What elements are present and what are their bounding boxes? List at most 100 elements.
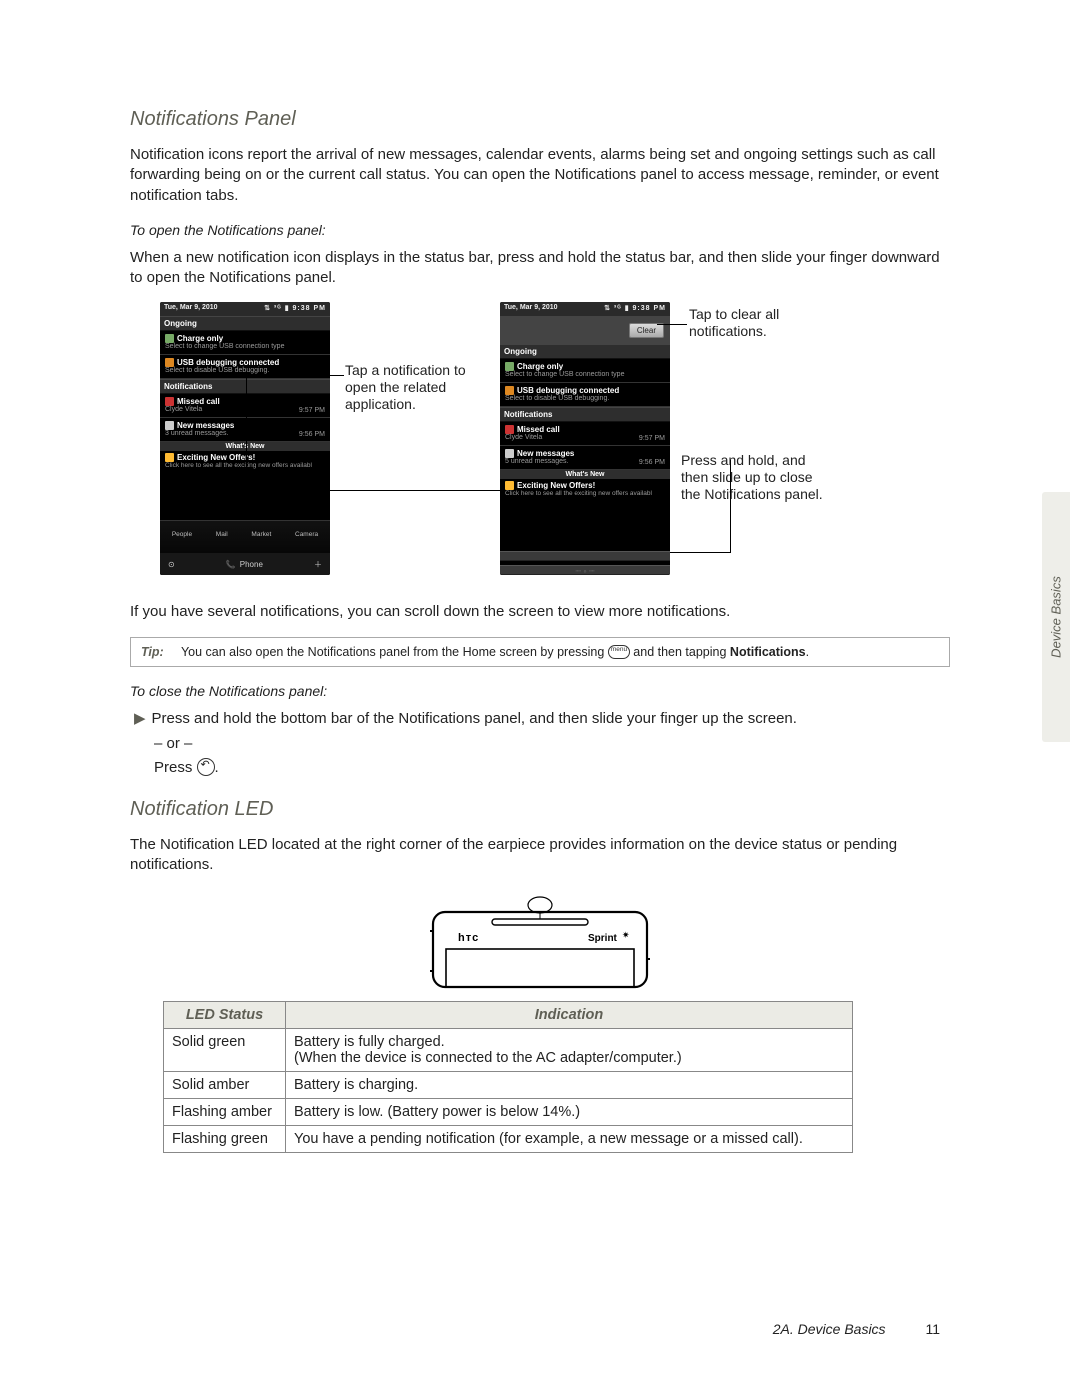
sprint-logo: Sprint — [588, 933, 618, 944]
td-indication: You have a pending notification (for exa… — [286, 1126, 853, 1153]
htc-logo: hтc — [458, 932, 479, 944]
tip-notifications-word: Notifications — [730, 645, 806, 659]
dock-phone[interactable]: 📞 Phone — [226, 560, 263, 569]
bullet-arrow-icon: ▶ — [134, 710, 146, 727]
footer-chapter: 2A. Device Basics — [773, 1321, 886, 1337]
tip-box: Tip: You can also open the Notifications… — [130, 637, 950, 667]
tip-label: Tip: — [141, 645, 164, 659]
notification-led-heading: Notification LED — [130, 798, 950, 821]
close-line-text: Press and hold the bottom bar of the Not… — [152, 710, 797, 727]
callout-clear-all: Tap to clear all notifications. — [689, 306, 839, 340]
notifications-header-r: Notifications — [500, 407, 670, 422]
notif-offers[interactable]: Exciting New Offers! Click here to see a… — [160, 451, 330, 474]
page-footer: 2A. Device Basics 11 — [0, 1321, 1080, 1337]
status-time-r: ⇅ ³ᴳ ▮ 9:38 PM — [604, 304, 666, 314]
leader-1a — [246, 375, 344, 376]
missed-call-icon-r — [505, 425, 514, 434]
dock-camera[interactable]: Camera — [295, 531, 318, 538]
notifications-header: Notifications — [160, 379, 330, 394]
ongoing-header: Ongoing — [160, 316, 330, 331]
notif-offers-r[interactable]: Exciting New Offers! Click here to see a… — [500, 479, 670, 502]
footer-page-number: 11 — [925, 1321, 940, 1337]
notif-missed-call[interactable]: Missed call Clyde Vitela 9:57 PM — [160, 394, 330, 418]
status-bar: Tue, Mar 9, 2010 ⇅ ³ᴳ ▮ 9:38 PM — [160, 302, 330, 316]
td-indication: Battery is charging. — [286, 1072, 853, 1099]
press-back-line: Press . — [130, 758, 950, 776]
open-instruction: When a new notification icon displays in… — [130, 248, 950, 289]
usb-icon-r — [505, 362, 514, 371]
phone-right: Tue, Mar 9, 2010 ⇅ ³ᴳ ▮ 9:38 PM Clear On… — [500, 302, 670, 575]
warning-icon — [165, 358, 174, 367]
screenshot-diagram: Tue, Mar 9, 2010 ⇅ ³ᴳ ▮ 9:38 PM Ongoing … — [130, 302, 950, 592]
drag-bar[interactable] — [500, 551, 670, 561]
td-status: Solid green — [164, 1029, 286, 1072]
whats-new-header-r: What's New — [500, 470, 670, 479]
offers-icon-r — [505, 481, 514, 490]
menu-button-icon — [608, 645, 630, 659]
message-icon-r — [505, 449, 514, 458]
ongoing-header-r: Ongoing — [500, 344, 670, 359]
leader-1b — [246, 375, 247, 490]
open-subheading: To open the Notifications panel: — [130, 222, 950, 238]
device-top-diagram: hтc Sprint ✷ — [430, 889, 650, 989]
callout-slide-up: Press and hold, and then slide up to clo… — [681, 452, 831, 502]
notifications-panel-heading: Notifications Panel — [130, 108, 950, 131]
th-indication: Indication — [286, 1002, 853, 1029]
svg-text:✷: ✷ — [622, 930, 630, 940]
dock-mail[interactable]: Mail — [216, 531, 228, 538]
notif-new-messages[interactable]: New messages 3 unread messages. 9:56 PM — [160, 418, 330, 442]
td-indication: Battery is fully charged. (When the devi… — [286, 1029, 853, 1072]
usb-icon — [165, 334, 174, 343]
notif-usb-debug-r[interactable]: USB debugging connected Select to disabl… — [500, 383, 670, 407]
status-bar-r: Tue, Mar 9, 2010 ⇅ ³ᴳ ▮ 9:38 PM — [500, 302, 670, 316]
home-dock: People Mail Market Camera ⊙ 📞 Phone ＋ — [160, 520, 330, 575]
missed-call-icon — [165, 397, 174, 406]
phone-left: Tue, Mar 9, 2010 ⇅ ³ᴳ ▮ 9:38 PM Ongoing … — [160, 302, 330, 575]
warning-icon-r — [505, 386, 514, 395]
dock-market[interactable]: Market — [251, 531, 271, 538]
tip-text-b: and then tapping — [633, 645, 730, 659]
td-indication: Battery is low. (Battery power is below … — [286, 1099, 853, 1126]
dock-right-icon[interactable]: ＋ — [314, 559, 322, 570]
offers-icon — [165, 453, 174, 462]
message-icon — [165, 421, 174, 430]
side-tab-label: Device Basics — [1049, 576, 1064, 658]
th-led-status: LED Status — [164, 1002, 286, 1029]
tip-text-a: You can also open the Notifications pane… — [181, 645, 608, 659]
notif-charge[interactable]: Charge only Select to change USB connect… — [160, 331, 330, 355]
table-row: Solid greenBattery is fully charged. (Wh… — [164, 1029, 853, 1072]
led-intro: The Notification LED located at the righ… — [130, 835, 950, 876]
dock-people[interactable]: People — [172, 531, 192, 538]
close-instruction: ▶ Press and hold the bottom bar of the No… — [130, 709, 950, 729]
td-status: Flashing amber — [164, 1099, 286, 1126]
scroll-note: If you have several notifications, you c… — [130, 602, 950, 622]
table-row: Solid amberBattery is charging. — [164, 1072, 853, 1099]
dock-left-icon[interactable]: ⊙ — [168, 560, 175, 569]
led-status-table: LED Status Indication Solid greenBattery… — [163, 1001, 853, 1153]
bottom-bar: ┈ ◦ ┈ — [500, 565, 670, 575]
td-status: Flashing green — [164, 1126, 286, 1153]
leader-2 — [657, 324, 687, 325]
notif-missed-call-r[interactable]: Missed call Clyde Vitela 9:57 PM — [500, 422, 670, 446]
status-date: Tue, Mar 9, 2010 — [164, 304, 218, 314]
whats-new-header: What's New — [160, 442, 330, 451]
press-back-text: Press — [154, 759, 197, 776]
clear-bar: Clear — [500, 316, 670, 344]
or-line: – or – — [130, 735, 950, 752]
leader-3a — [670, 552, 730, 553]
side-tab: Device Basics — [1042, 492, 1070, 742]
intro-paragraph: Notification icons report the arrival of… — [130, 145, 950, 206]
notif-charge-r[interactable]: Charge only Select to change USB connect… — [500, 359, 670, 383]
leader-1c — [330, 490, 500, 491]
close-subheading: To close the Notifications panel: — [130, 683, 950, 699]
table-row: Flashing greenYou have a pending notific… — [164, 1126, 853, 1153]
table-row: Flashing amberBattery is low. (Battery p… — [164, 1099, 853, 1126]
td-status: Solid amber — [164, 1072, 286, 1099]
page-body: Notifications Panel Notification icons r… — [0, 0, 1080, 1153]
callout-tap-notification: Tap a notification to open the related a… — [345, 362, 495, 412]
leader-3b — [730, 460, 731, 553]
status-time-icons: ⇅ ³ᴳ ▮ 9:38 PM — [264, 304, 326, 314]
status-date-r: Tue, Mar 9, 2010 — [504, 304, 558, 314]
notif-new-messages-r[interactable]: New messages 5 unread messages. 9:56 PM — [500, 446, 670, 470]
back-button-icon — [197, 758, 215, 776]
